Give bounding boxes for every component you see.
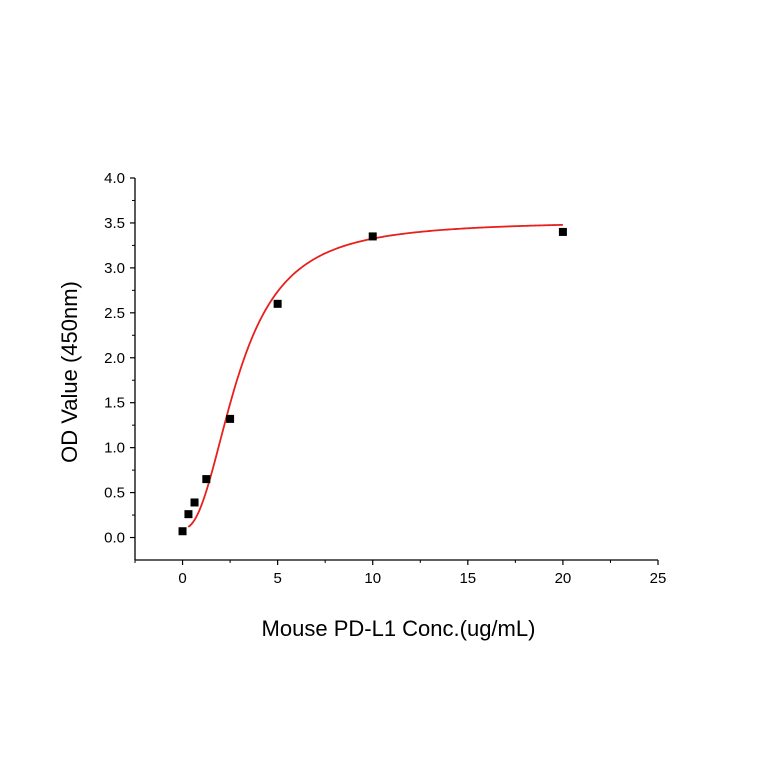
axes [134,178,658,561]
data-point [273,299,282,308]
data-point [202,475,211,484]
x-tick-label: 25 [650,570,667,587]
y-tick-label: 3.5 [104,215,125,232]
x-axis-ticks: 0 5 10 15 20 25 [134,560,667,587]
x-tick-label: 5 [273,570,281,587]
data-points-layer [178,227,567,536]
data-point [226,414,235,423]
fit-curve-line [187,223,563,528]
data-point [368,232,377,241]
y-tick-label: 4.0 [104,170,125,187]
y-tick-label: 2.0 [104,350,125,367]
data-point [184,510,193,519]
data-point [178,527,187,536]
y-tick-label: 1.0 [104,440,125,457]
y-axis-title: OD Value (450nm) [57,281,82,463]
x-tick-label: 10 [364,570,381,587]
y-tick-label: 1.5 [104,395,125,412]
x-axis-title: Mouse PD-L1 Conc.(ug/mL) [262,616,536,641]
y-tick-label: 3.0 [104,260,125,277]
y-tick-label: 0.0 [104,530,125,547]
fit-curve-layer [187,223,563,528]
y-axis-ticks: 0.0 0.5 1.0 1.5 2.0 2.5 3.0 3.5 4.0 [104,170,135,547]
data-point [558,227,567,236]
x-tick-label: 15 [459,570,476,587]
y-tick-label: 2.5 [104,305,125,322]
x-tick-label: 0 [178,570,186,587]
y-tick-label: 0.5 [104,485,125,502]
data-point [190,498,199,507]
x-tick-label: 20 [555,570,572,587]
